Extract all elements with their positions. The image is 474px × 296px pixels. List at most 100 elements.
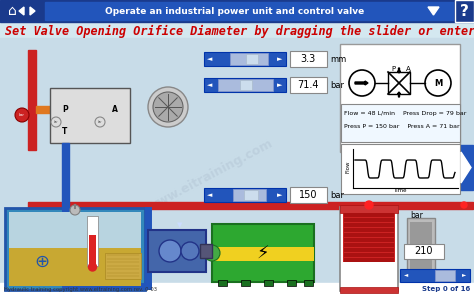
Bar xyxy=(344,243,394,247)
Bar xyxy=(9,248,141,286)
Bar xyxy=(89,235,96,264)
Text: ⊕: ⊕ xyxy=(35,253,50,271)
Text: ⌂: ⌂ xyxy=(8,4,17,18)
Bar xyxy=(290,77,327,93)
Text: ►: ► xyxy=(462,273,466,278)
Bar xyxy=(218,79,273,91)
FancyArrow shape xyxy=(398,68,401,73)
Text: ◄: ◄ xyxy=(404,273,408,278)
Bar xyxy=(435,270,455,281)
Text: bar: bar xyxy=(54,120,58,124)
Bar xyxy=(5,208,145,290)
Bar xyxy=(50,88,130,143)
Circle shape xyxy=(349,70,375,96)
Bar xyxy=(9,212,141,286)
Bar xyxy=(287,280,296,286)
Text: 3.3: 3.3 xyxy=(301,54,316,64)
Bar xyxy=(410,222,432,276)
Text: 210: 210 xyxy=(415,246,433,256)
Text: T: T xyxy=(62,128,68,136)
Bar xyxy=(344,253,394,257)
Bar xyxy=(460,145,473,190)
Text: ⚡: ⚡ xyxy=(257,245,269,263)
Text: ◄: ◄ xyxy=(207,192,213,198)
Text: bar: bar xyxy=(330,191,344,200)
Bar xyxy=(204,188,286,202)
Text: Flow = 48 L/min    Press Drop = 79 bar: Flow = 48 L/min Press Drop = 79 bar xyxy=(344,112,466,117)
Circle shape xyxy=(51,117,61,127)
Text: Set Valve Opening Orifice Diameter by dragging the slider or enter in edit box: Set Valve Opening Orifice Diameter by dr… xyxy=(5,25,474,38)
Bar xyxy=(241,280,250,286)
Bar xyxy=(148,230,206,272)
Text: ▼: ▼ xyxy=(177,222,182,228)
Bar xyxy=(62,143,69,210)
Bar xyxy=(341,104,460,142)
Bar xyxy=(212,224,314,282)
Text: ?: ? xyxy=(460,4,468,18)
Circle shape xyxy=(425,70,451,96)
Bar xyxy=(344,258,394,261)
Text: A: A xyxy=(406,66,410,72)
Text: bar: bar xyxy=(19,113,25,117)
Text: ►: ► xyxy=(277,82,283,88)
Bar xyxy=(290,187,327,203)
Polygon shape xyxy=(19,7,24,15)
Text: M: M xyxy=(434,78,442,88)
Text: Flow: Flow xyxy=(346,161,350,173)
Bar xyxy=(105,253,141,279)
Text: 71.4: 71.4 xyxy=(297,80,319,90)
Circle shape xyxy=(15,108,29,122)
Text: Time: Time xyxy=(393,189,407,194)
Circle shape xyxy=(153,92,183,122)
Bar xyxy=(344,223,394,226)
FancyArrow shape xyxy=(355,81,368,85)
Polygon shape xyxy=(30,7,35,15)
Bar xyxy=(344,248,394,252)
Bar xyxy=(45,2,425,20)
Text: P: P xyxy=(62,105,68,115)
Text: mm: mm xyxy=(330,54,346,64)
Bar xyxy=(344,213,394,216)
Text: Hydraulic training copyright www.eitraining.com rev. 0-03: Hydraulic training copyright www.eitrain… xyxy=(4,287,157,292)
Bar xyxy=(87,216,98,266)
Bar xyxy=(233,189,266,201)
Bar xyxy=(344,233,394,237)
Circle shape xyxy=(365,201,373,209)
Text: www.eitraining.com: www.eitraining.com xyxy=(145,136,275,214)
Bar xyxy=(244,190,258,200)
FancyArrow shape xyxy=(398,92,401,97)
Circle shape xyxy=(204,245,220,261)
Bar xyxy=(340,287,398,293)
Text: P: P xyxy=(391,66,395,72)
Circle shape xyxy=(70,205,80,215)
Bar xyxy=(212,247,314,261)
Bar xyxy=(340,207,398,291)
Text: Press P = 150 bar    Press A = 71 bar: Press P = 150 bar Press A = 71 bar xyxy=(344,125,460,130)
Text: bar: bar xyxy=(330,81,344,89)
Bar xyxy=(407,218,435,280)
Circle shape xyxy=(148,87,188,127)
Text: bar: bar xyxy=(98,120,102,124)
Bar xyxy=(455,0,474,22)
Bar xyxy=(200,244,212,258)
Bar xyxy=(343,212,395,262)
Bar xyxy=(340,44,460,152)
Text: ◄: ◄ xyxy=(207,82,213,88)
Bar xyxy=(425,2,453,20)
Bar xyxy=(204,78,286,92)
Bar xyxy=(404,244,444,259)
Bar xyxy=(341,144,460,194)
Circle shape xyxy=(181,242,199,260)
Bar xyxy=(0,0,474,22)
Bar xyxy=(340,205,398,213)
Circle shape xyxy=(89,263,97,271)
Bar xyxy=(344,238,394,242)
Bar xyxy=(218,280,227,286)
Polygon shape xyxy=(428,7,439,15)
Bar xyxy=(204,52,286,66)
Bar xyxy=(230,53,268,65)
Bar xyxy=(344,218,394,221)
Bar xyxy=(0,38,474,296)
Bar xyxy=(28,202,473,209)
Bar xyxy=(264,280,273,286)
